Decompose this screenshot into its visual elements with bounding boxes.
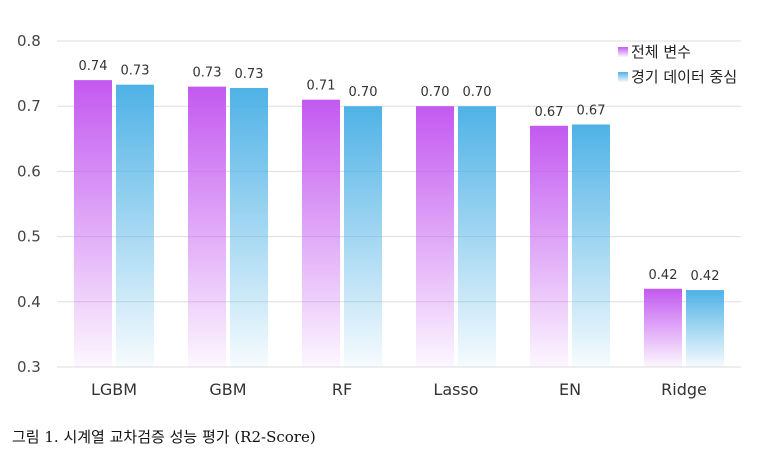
bar [74, 80, 112, 368]
bar [344, 106, 382, 367]
y-tick-label: 0.3 [17, 358, 41, 376]
bar [644, 288, 682, 367]
bar [458, 106, 496, 367]
x-tick-label: EN [559, 380, 581, 399]
data-label: 0.71 [307, 79, 336, 94]
legend-swatch [618, 47, 628, 57]
y-tick-label: 0.7 [17, 97, 41, 115]
y-tick-label: 0.4 [17, 293, 41, 311]
bar [686, 290, 724, 367]
data-label: 0.74 [79, 59, 108, 74]
y-tick-label: 0.5 [17, 228, 41, 246]
x-tick-label: LGBM [91, 380, 137, 399]
x-tick-label: RF [332, 380, 352, 399]
bar [416, 106, 454, 367]
data-label: 0.70 [463, 85, 492, 100]
legend-label: 전체 변수 [631, 43, 691, 61]
x-tick-label: GBM [209, 380, 246, 399]
y-tick-label: 0.6 [17, 162, 41, 180]
bar [302, 99, 340, 368]
legend-label: 경기 데이터 중심 [631, 68, 737, 86]
data-label: 0.73 [193, 66, 222, 81]
y-tick-label: 0.8 [17, 32, 41, 50]
bar [230, 87, 268, 367]
bar [116, 84, 154, 368]
legend-swatch [618, 72, 628, 82]
data-label: 0.73 [121, 64, 150, 79]
data-label: 0.73 [235, 67, 264, 82]
data-label: 0.70 [421, 85, 450, 100]
data-label: 0.67 [577, 103, 606, 118]
bar [572, 124, 610, 368]
x-tick-label: Ridge [661, 380, 707, 399]
data-label: 0.70 [349, 85, 378, 100]
data-label: 0.42 [691, 269, 720, 284]
bar [188, 86, 226, 367]
bar [530, 125, 568, 367]
x-tick-label: Lasso [433, 380, 478, 399]
data-label: 0.42 [649, 268, 678, 283]
figure-caption: 그림 1. 시계열 교차검증 성능 평가 (R2-Score) [12, 428, 316, 446]
bar-chart: 0.3 0.4 0.5 0.6 0.7 0.8 0.74 0.73 LGBM 0.73 0.73 GB… [17, 32, 741, 399]
data-label: 0.67 [535, 105, 564, 120]
